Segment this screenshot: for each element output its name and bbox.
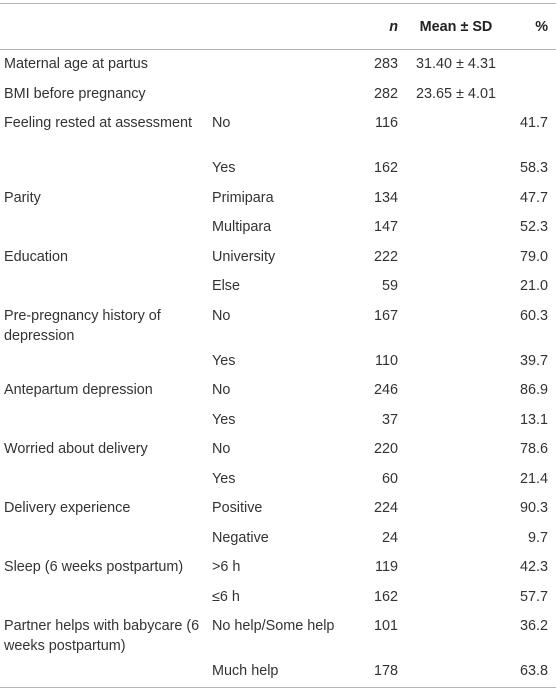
row-percent: 41.7 (519, 115, 548, 131)
row-variable: Partner helps with babycare (6 weeks pos… (4, 618, 200, 654)
row-category: Else (212, 278, 240, 294)
row-variable: Sleep (6 weeks postpartum) (4, 559, 184, 575)
row-n: 59 (381, 278, 398, 294)
table-row: Negative 24 9.7 (0, 524, 556, 554)
table-header-row: n Mean ± SD % (0, 4, 556, 50)
row-percent: 90.3 (519, 500, 548, 516)
row-n: 162 (373, 588, 398, 605)
row-percent: 47.7 (519, 189, 548, 206)
table-row: Pre-pregnancy history of depression No 1… (0, 302, 556, 347)
row-category: Yes (212, 160, 236, 176)
row-percent: 58.3 (519, 160, 548, 176)
table-row: Maternal age at partus 283 31.40 ± 4.31 (0, 50, 556, 80)
table-row: Partner helps with babycare (6 weeks pos… (0, 612, 556, 657)
row-percent: 60.3 (519, 307, 548, 324)
table-row: Yes 37 13.1 (0, 406, 556, 436)
table-row: Sleep (6 weeks postpartum) >6 h 119 42.3 (0, 553, 556, 583)
table-row: Antepartum depression No 246 86.9 (0, 376, 556, 406)
table-row: Multipara 147 52.3 (0, 213, 556, 243)
row-n: 283 (373, 56, 398, 72)
table-row: Else 59 21.0 (0, 272, 556, 302)
data-table: n Mean ± SD % Maternal age at partus 283… (0, 3, 556, 688)
row-category: ≤6 h (212, 588, 240, 605)
row-n: 167 (373, 307, 398, 324)
row-category: Positive (212, 500, 263, 516)
table-row: Education University 222 79.0 (0, 243, 556, 273)
row-n: 24 (381, 529, 398, 546)
row-n: 101 (373, 618, 398, 634)
row-mean-sd: 23.65 ± 4.01 (416, 85, 496, 102)
row-n: 37 (381, 411, 398, 428)
row-variable: Parity (4, 189, 41, 206)
table-row: Yes 162 58.3 (0, 154, 556, 184)
table-row: ≤6 h 162 57.7 (0, 583, 556, 613)
row-category: Yes (212, 470, 236, 487)
row-variable: BMI before pregnancy (4, 85, 146, 102)
row-category: No (212, 382, 231, 398)
row-category: Yes (212, 411, 236, 428)
table-row: Feeling rested at assessment No 116 41.7 (0, 109, 556, 154)
row-category: Much help (212, 663, 279, 679)
table-row: Yes 60 21.4 (0, 465, 556, 495)
row-category: University (212, 248, 276, 265)
row-category: Negative (212, 529, 269, 546)
row-category: Yes (212, 352, 236, 369)
row-variable: Feeling rested at assessment (4, 115, 192, 131)
row-category: No (212, 441, 231, 457)
row-n: 222 (373, 248, 398, 265)
row-variable: Worried about delivery (4, 441, 148, 457)
row-n: 119 (375, 559, 398, 575)
row-percent: 57.7 (519, 588, 548, 605)
row-percent: 9.7 (527, 529, 548, 546)
row-percent: 63.8 (519, 663, 548, 679)
row-percent: 42.3 (519, 559, 548, 575)
row-category: No (212, 115, 231, 131)
table-row: BMI before pregnancy 282 23.65 ± 4.01 (0, 80, 556, 110)
row-n: 178 (373, 663, 398, 679)
table-row: Yes 110 39.7 (0, 347, 556, 377)
row-n: 134 (373, 189, 398, 206)
row-n: 116 (375, 115, 398, 131)
row-percent: 79.0 (519, 248, 548, 265)
row-percent: 36.2 (519, 618, 548, 634)
row-variable: Education (4, 248, 69, 265)
row-variable: Delivery experience (4, 500, 131, 516)
header-percent: % (535, 18, 548, 35)
row-variable: Maternal age at partus (4, 56, 148, 72)
header-mean-sd: Mean ± SD (419, 18, 493, 35)
row-n: 110 (375, 352, 398, 369)
row-percent: 78.6 (519, 441, 548, 457)
row-n: 224 (373, 500, 398, 516)
row-n: 162 (373, 160, 398, 176)
row-variable: Pre-pregnancy history of depression (4, 307, 161, 344)
row-percent: 13.1 (519, 411, 548, 428)
table-row: Delivery experience Positive 224 90.3 (0, 494, 556, 524)
row-category: No help/Some help (212, 618, 335, 634)
row-n: 282 (373, 85, 398, 102)
row-percent: 52.3 (519, 219, 548, 235)
row-category: Multipara (212, 219, 272, 235)
row-n: 147 (373, 219, 398, 235)
table-row: Worried about delivery No 220 78.6 (0, 435, 556, 465)
header-n: n (389, 18, 398, 35)
row-percent: 21.4 (519, 470, 548, 487)
table-row: Parity Primipara 134 47.7 (0, 184, 556, 214)
row-percent: 21.0 (519, 278, 548, 294)
row-percent: 39.7 (519, 352, 548, 369)
row-category: No (212, 307, 231, 324)
row-category: Primipara (212, 189, 274, 206)
row-mean-sd: 31.40 ± 4.31 (416, 56, 496, 72)
row-category: >6 h (212, 559, 241, 575)
table-row: Much help 178 63.8 (0, 657, 556, 687)
row-n: 60 (381, 470, 398, 487)
row-n: 220 (373, 441, 398, 457)
row-percent: 86.9 (519, 382, 548, 398)
row-n: 246 (373, 382, 398, 398)
row-variable: Antepartum depression (4, 382, 153, 398)
